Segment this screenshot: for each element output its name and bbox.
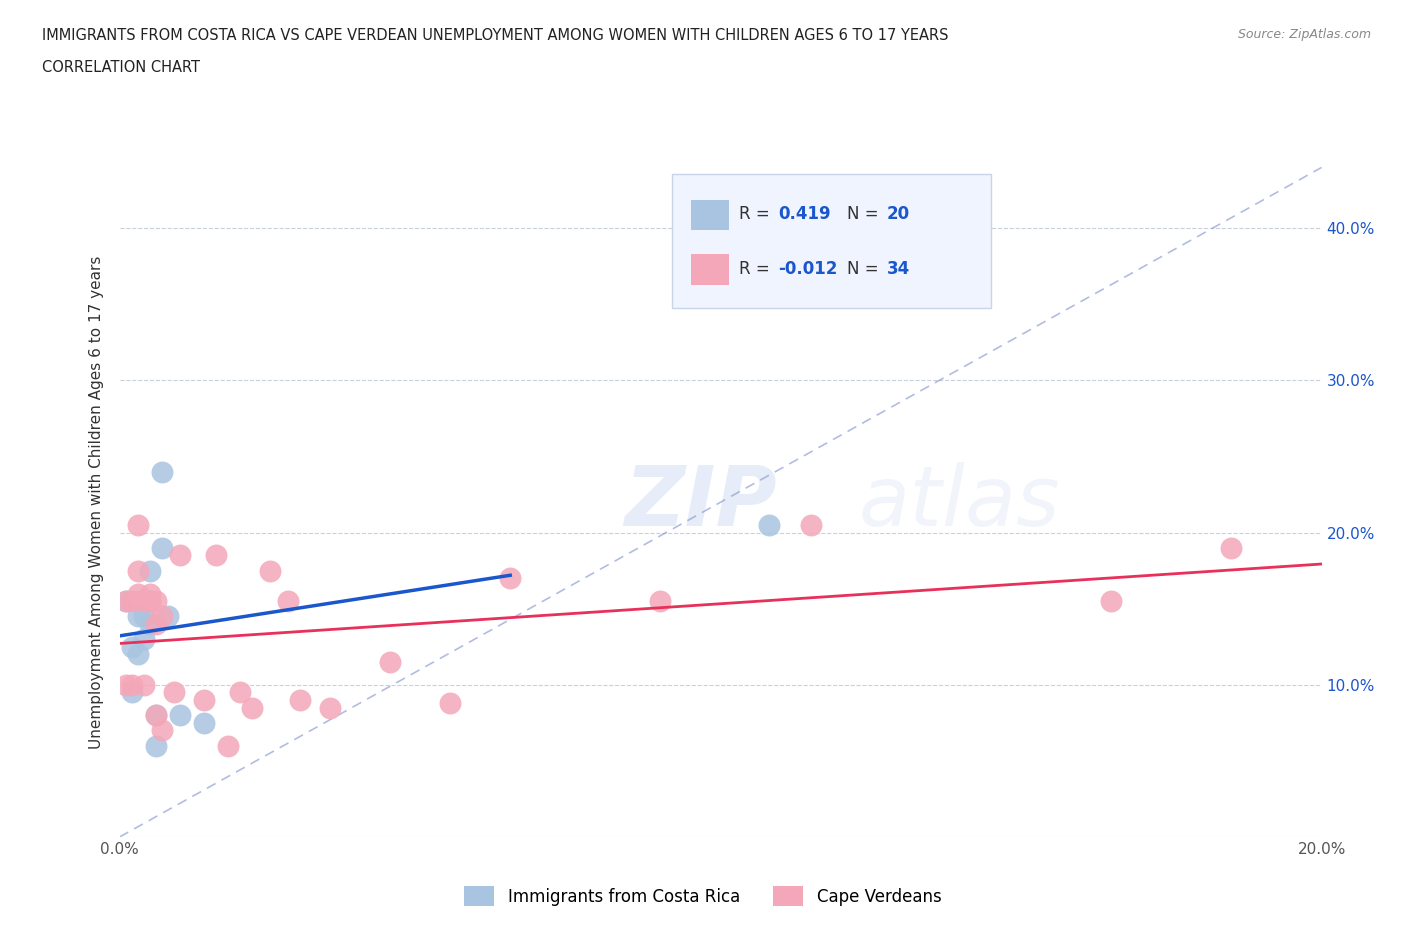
Point [169,708,191,723]
Point [121,593,143,608]
Point [145,593,167,608]
Point [378,655,401,670]
Point [121,685,143,700]
Text: ZIP: ZIP [624,461,778,543]
FancyBboxPatch shape [672,174,991,308]
Point [132,609,155,624]
Text: N =: N = [846,260,884,278]
Legend: Immigrants from Costa Rica, Cape Verdeans: Immigrants from Costa Rica, Cape Verdean… [458,880,948,912]
Text: 34: 34 [886,260,910,278]
Point [193,693,215,708]
Point [277,593,299,608]
Point [121,639,143,654]
Point [132,593,155,608]
Point [240,700,263,715]
Point [114,593,136,608]
Y-axis label: Unemployment Among Women with Children Ages 6 to 17 years: Unemployment Among Women with Children A… [89,256,104,749]
Point [127,564,149,578]
Point [259,564,281,578]
Point [193,715,215,730]
Point [132,631,155,646]
Point [127,609,149,624]
Point [319,700,342,715]
Point [127,647,149,662]
Point [145,738,167,753]
Point [169,548,191,563]
Point [1099,593,1122,608]
Point [132,677,155,692]
Point [132,593,155,608]
Text: -0.012: -0.012 [779,260,838,278]
Point [204,548,226,563]
Point [1220,540,1243,555]
Text: R =: R = [738,260,775,278]
Text: CORRELATION CHART: CORRELATION CHART [42,60,200,75]
Point [150,540,173,555]
Point [121,677,143,692]
Text: Source: ZipAtlas.com: Source: ZipAtlas.com [1237,28,1371,41]
Point [150,609,173,624]
Point [217,738,239,753]
Point [650,593,672,608]
Point [288,693,311,708]
Point [127,586,149,601]
Text: IMMIGRANTS FROM COSTA RICA VS CAPE VERDEAN UNEMPLOYMENT AMONG WOMEN WITH CHILDRE: IMMIGRANTS FROM COSTA RICA VS CAPE VERDE… [42,28,949,43]
Point [145,708,167,723]
Point [127,593,149,608]
Point [150,464,173,479]
Point [228,685,252,700]
Text: atlas: atlas [859,461,1060,543]
Text: 0.419: 0.419 [779,206,831,223]
Point [162,685,184,700]
Point [150,723,173,737]
Text: N =: N = [846,206,884,223]
Point [800,518,823,533]
Text: 20: 20 [886,206,910,223]
Point [114,593,136,608]
Point [145,617,167,631]
Text: R =: R = [738,206,775,223]
Point [138,593,160,608]
Point [758,518,780,533]
Point [439,696,461,711]
Point [138,586,160,601]
FancyBboxPatch shape [690,255,728,286]
Point [499,571,522,586]
Point [127,518,149,533]
Point [145,708,167,723]
Point [138,564,160,578]
Point [138,593,160,608]
FancyBboxPatch shape [690,200,728,231]
Point [156,609,179,624]
Point [138,617,160,631]
Point [114,677,136,692]
